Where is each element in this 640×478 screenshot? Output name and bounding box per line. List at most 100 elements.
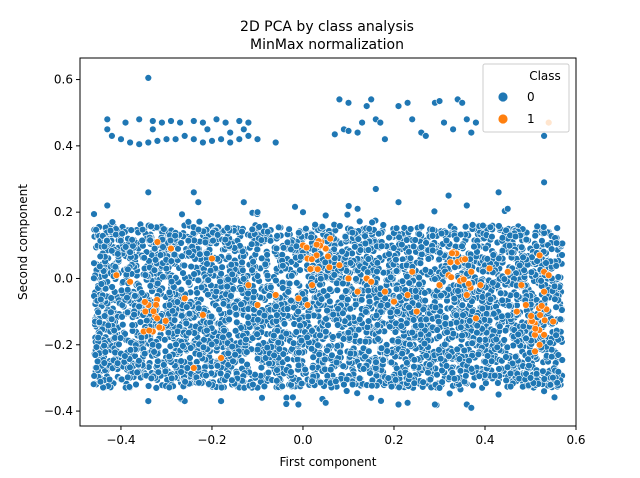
- scatter-point-class-0: [253, 245, 261, 254]
- scatter-point-class-0: [299, 208, 307, 216]
- scatter-point-class-1: [145, 326, 153, 335]
- scatter-point-class-0: [243, 348, 251, 356]
- scatter-point-class-0: [240, 275, 248, 283]
- scatter-point-class-1: [544, 271, 553, 279]
- scatter-point-class-0: [127, 226, 135, 234]
- scatter-point-class-0: [377, 344, 386, 352]
- scatter-point-class-0: [324, 321, 332, 329]
- scatter-point-class-0: [104, 321, 113, 330]
- scatter-point-class-0: [295, 229, 303, 237]
- scatter-point-class-0: [421, 266, 430, 274]
- scatter-point-class-1: [112, 271, 121, 279]
- scatter-point-class-0: [365, 297, 374, 306]
- scatter-point-class-0: [289, 393, 297, 401]
- scatter-point-class-0: [489, 251, 497, 259]
- scatter-point-class-0: [395, 383, 403, 391]
- scatter-point-class-0: [216, 277, 224, 286]
- scatter-point-class-0: [356, 374, 364, 383]
- scatter-point-class-0: [552, 303, 560, 311]
- scatter-point-class-0: [185, 329, 193, 337]
- scatter-point-class-0: [409, 316, 418, 324]
- y-tick-label: 0.2: [54, 205, 73, 219]
- scatter-point-class-0: [319, 287, 328, 295]
- scatter-point-class-0: [467, 404, 475, 412]
- scatter-point-class-0: [364, 246, 373, 254]
- scatter-point-class-0: [97, 295, 105, 304]
- scatter-point-class-0: [195, 304, 203, 312]
- scatter-point-class-0: [152, 384, 161, 392]
- scatter-point-class-0: [433, 326, 441, 334]
- scatter-point-class-0: [144, 74, 153, 82]
- scatter-point-class-0: [173, 298, 182, 306]
- scatter-point-class-0: [538, 237, 546, 245]
- scatter-point-class-0: [479, 267, 487, 276]
- scatter-point-class-0: [238, 357, 246, 365]
- scatter-point-class-1: [390, 298, 398, 306]
- scatter-point-class-0: [511, 353, 520, 361]
- scatter-point-class-0: [212, 115, 221, 124]
- scatter-point-class-0: [217, 270, 225, 278]
- scatter-point-class-0: [161, 347, 170, 355]
- scatter-point-class-0: [445, 352, 453, 360]
- scatter-point-class-0: [273, 311, 281, 319]
- scatter-point-class-0: [314, 341, 322, 349]
- scatter-point-class-0: [225, 253, 233, 261]
- scatter-point-class-0: [116, 237, 125, 245]
- scatter-point-class-0: [94, 333, 102, 342]
- scatter-point-class-0: [177, 239, 185, 247]
- scatter-point-class-0: [478, 304, 487, 313]
- scatter-point-class-0: [231, 351, 239, 359]
- scatter-point-class-0: [375, 230, 383, 238]
- scatter-point-class-0: [546, 339, 554, 347]
- scatter-point-class-0: [107, 308, 115, 316]
- scatter-point-class-0: [283, 305, 292, 313]
- scatter-point-class-0: [121, 352, 129, 360]
- scatter-point-class-0: [508, 248, 516, 257]
- scatter-point-class-0: [488, 233, 496, 241]
- scatter-point-class-0: [243, 360, 251, 369]
- scatter-point-class-0: [260, 382, 269, 391]
- scatter-point-class-0: [116, 334, 125, 342]
- scatter-point-class-1: [326, 235, 334, 243]
- scatter-point-class-0: [279, 244, 288, 252]
- scatter-point-class-1: [162, 317, 170, 325]
- scatter-point-class-0: [140, 254, 148, 262]
- scatter-point-class-0: [135, 302, 143, 311]
- scatter-point-class-0: [365, 225, 373, 233]
- scatter-point-class-1: [253, 301, 262, 309]
- scatter-point-class-0: [253, 355, 262, 363]
- scatter-point-class-0: [428, 226, 437, 234]
- scatter-point-class-0: [321, 355, 329, 364]
- scatter-point-class-0: [289, 339, 298, 347]
- scatter-point-class-0: [553, 224, 561, 232]
- scatter-point-class-0: [153, 137, 162, 145]
- scatter-point-class-1: [517, 281, 526, 289]
- scatter-point-class-0: [90, 210, 98, 218]
- scatter-point-class-0: [315, 350, 323, 359]
- scatter-point-class-0: [196, 250, 204, 258]
- scatter-point-class-0: [180, 261, 189, 270]
- scatter-point-class-0: [311, 221, 319, 229]
- scatter-point-class-0: [356, 217, 364, 226]
- scatter-point-class-0: [258, 394, 266, 402]
- scatter-point-class-0: [430, 207, 439, 216]
- scatter-point-class-0: [165, 352, 174, 361]
- scatter-point-class-0: [419, 378, 427, 386]
- scatter-point-class-0: [383, 301, 392, 309]
- scatter-point-class-1: [485, 264, 494, 273]
- scatter-point-class-0: [322, 315, 330, 323]
- scatter-point-class-0: [387, 273, 395, 281]
- scatter-point-class-1: [302, 243, 311, 252]
- scatter-point-class-0: [498, 296, 506, 304]
- scatter-point-class-0: [458, 301, 466, 309]
- scatter-point-class-0: [515, 261, 524, 270]
- scatter-point-class-0: [415, 280, 423, 288]
- scatter-point-class-0: [443, 328, 451, 336]
- scatter-point-class-0: [217, 383, 226, 392]
- scatter-point-class-0: [144, 397, 153, 405]
- scatter-point-class-0: [437, 291, 445, 300]
- scatter-point-class-0: [119, 321, 127, 329]
- scatter-point-class-0: [547, 353, 556, 361]
- scatter-point-class-0: [420, 339, 429, 348]
- scatter-point-class-0: [341, 317, 349, 325]
